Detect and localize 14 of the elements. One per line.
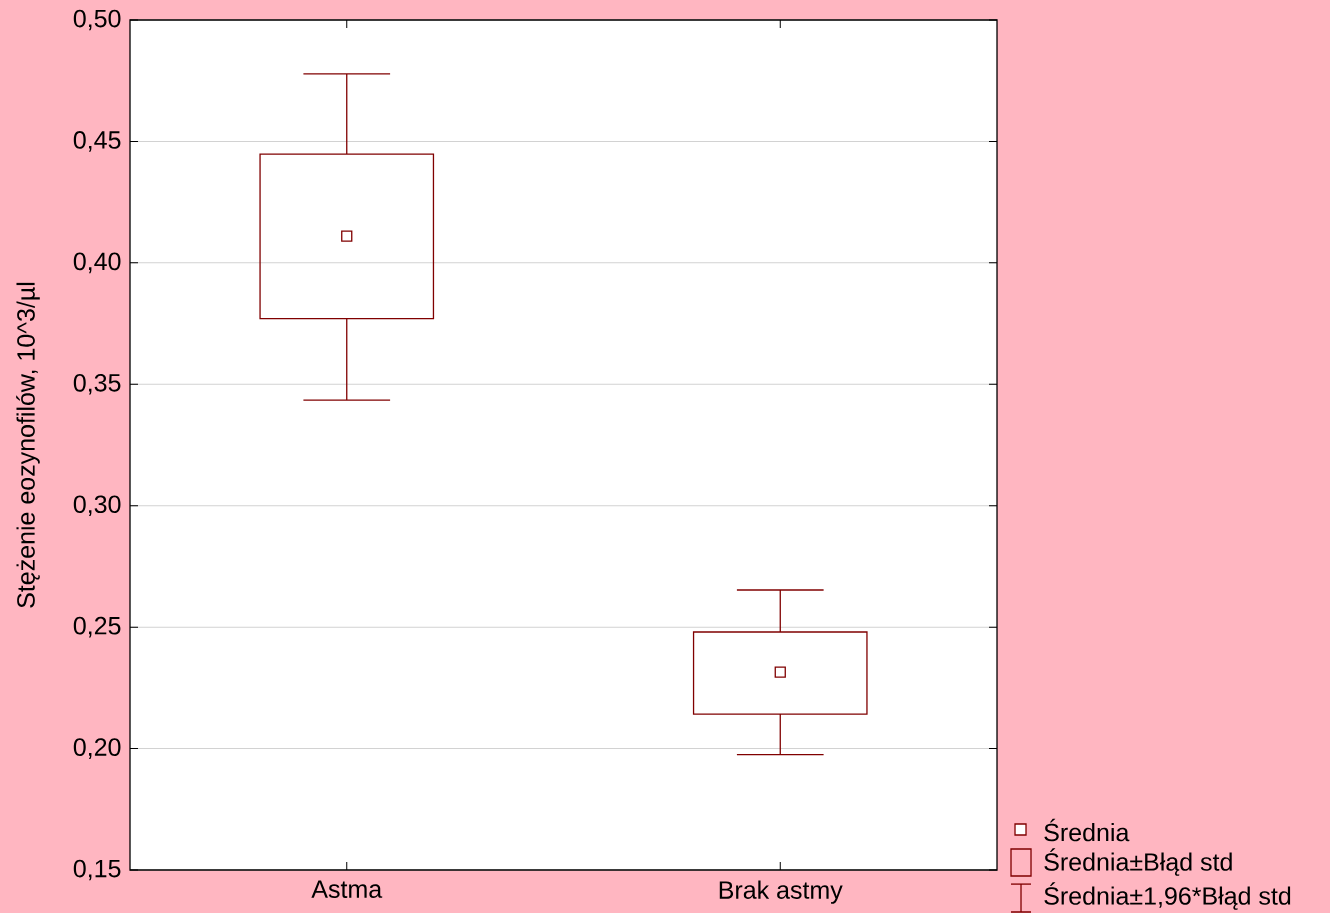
y-tick-label: 0,30 bbox=[73, 495, 121, 517]
text: Średnia±Błąd std bbox=[1044, 848, 1232, 876]
text: Średnia bbox=[1044, 818, 1130, 842]
y-tick-label: 0,35 bbox=[73, 373, 121, 395]
y-tick-label: 0,45 bbox=[73, 131, 121, 152]
x-tick-label: Brak astmy bbox=[719, 880, 843, 904]
y-tick-label: 0,50 bbox=[73, 9, 121, 31]
y-tick-label: 0,25 bbox=[73, 616, 121, 638]
text: Średnia±1,96*Błąd std bbox=[1044, 882, 1291, 910]
y-axis-title: Stężenie eozynofilów, 10^3/µl bbox=[16, 282, 40, 608]
y-tick-label: 0,15 bbox=[73, 859, 121, 881]
y-tick-label: 0,40 bbox=[73, 252, 121, 274]
x-tick-label: Astma bbox=[311, 880, 383, 898]
y-tick-label: 0,20 bbox=[73, 738, 121, 759]
